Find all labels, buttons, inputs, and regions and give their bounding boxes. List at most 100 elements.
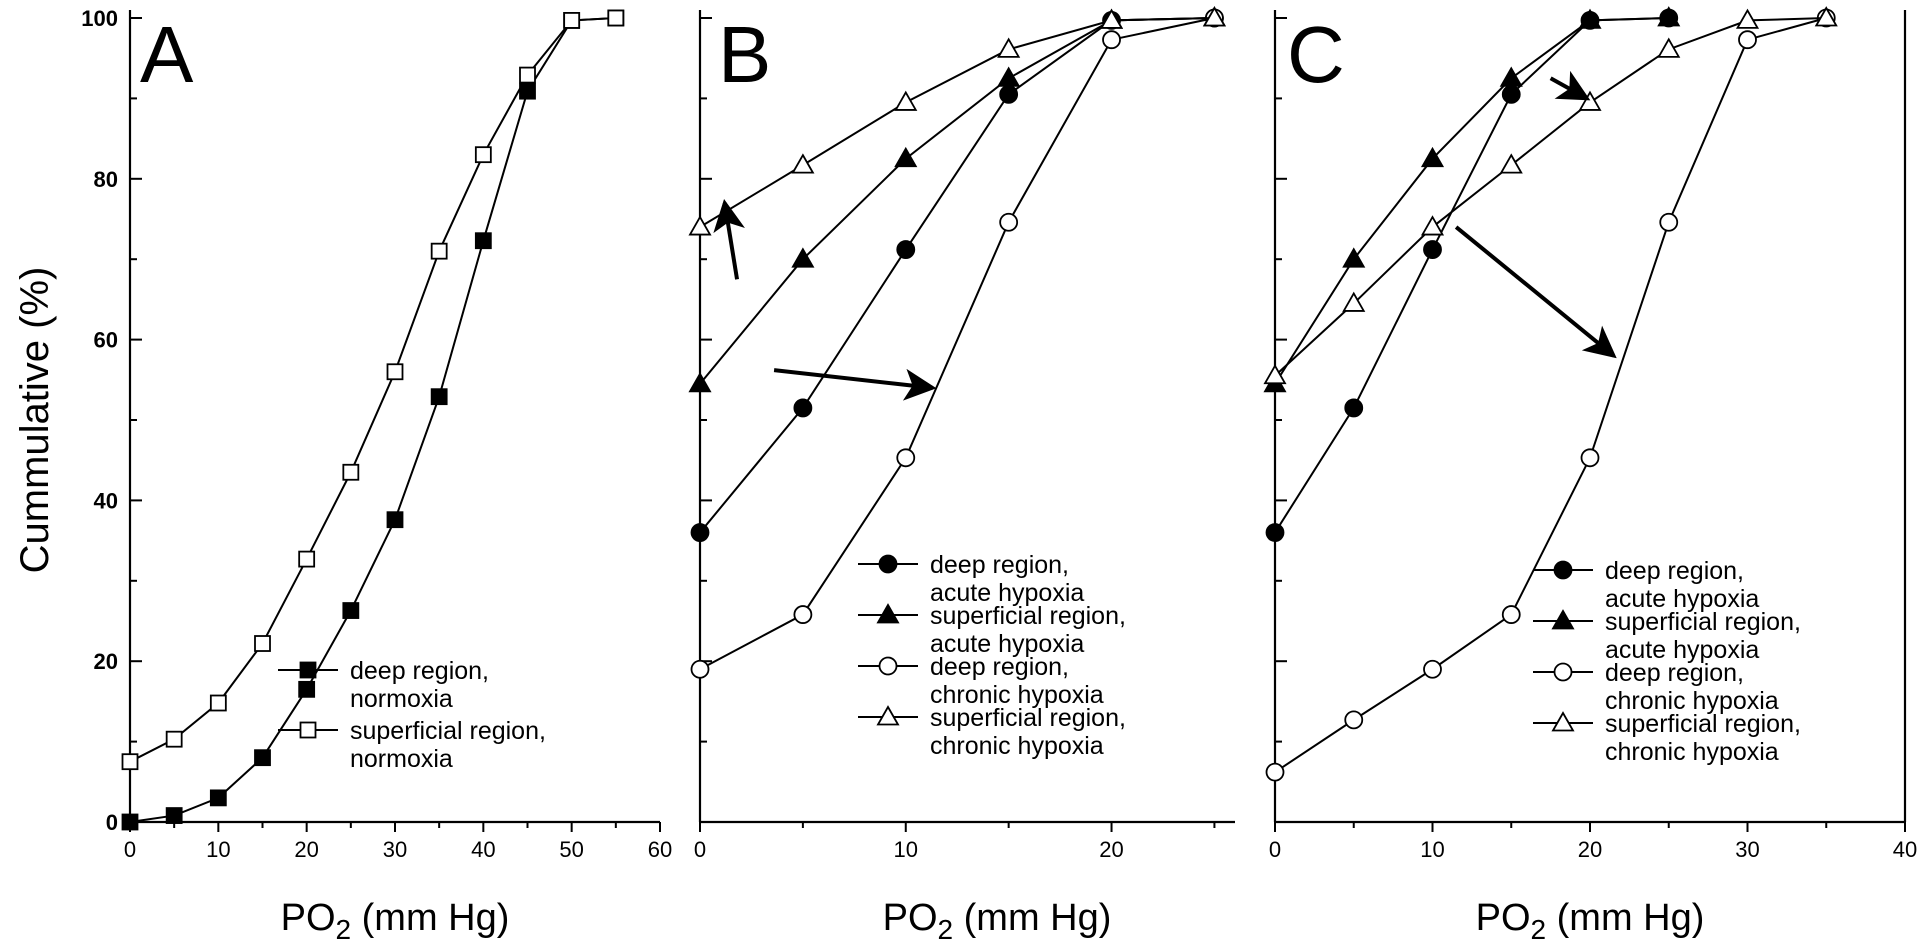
x-tick-label: 0 [1269, 837, 1281, 862]
data-point [254, 635, 271, 652]
data-point [474, 146, 492, 164]
legend-entry: deep region,acute hypoxia [858, 551, 1084, 607]
data-point [1738, 30, 1757, 50]
x-tick-label: 10 [1420, 837, 1444, 862]
data-point [1578, 90, 1602, 111]
legend-marker [1553, 560, 1573, 580]
legend-label: deep region, [350, 657, 489, 685]
panel-letter: B [718, 10, 771, 99]
data-point [121, 753, 139, 771]
x-axis-label: PO2 (mm Hg) [883, 897, 1112, 945]
data-point [519, 66, 536, 84]
x-tick-label: 60 [648, 837, 672, 862]
data-point [342, 602, 360, 619]
series-line [1274, 17, 1669, 385]
data-point [997, 66, 1021, 87]
legend-label: chronic hypoxia [930, 681, 1104, 709]
y-axis-label: Cummulative (%) [13, 267, 57, 574]
data-point [1420, 146, 1445, 168]
data-point [791, 247, 815, 268]
legend-label: superficial region, [1605, 608, 1801, 636]
data-point [1420, 215, 1445, 236]
data-point [165, 730, 183, 748]
legend-label: normoxia [350, 685, 453, 713]
data-point [386, 511, 404, 529]
data-point [999, 84, 1019, 104]
legend-marker [876, 603, 900, 624]
legend-label: acute hypoxia [1605, 636, 1759, 664]
data-point [298, 550, 316, 568]
data-point [1423, 659, 1442, 679]
data-point [1657, 37, 1681, 58]
legend-marker [1553, 662, 1573, 682]
legend-entry: superficial region,chronic hypoxia [858, 704, 1126, 760]
y-tick-label: 40 [94, 488, 118, 513]
x-tick-label: 30 [1735, 837, 1759, 862]
series-deep-region-chronic-hypoxia [1265, 8, 1836, 782]
shift-arrow [713, 198, 745, 280]
data-point [999, 212, 1019, 232]
series-line [699, 17, 1215, 534]
series-superficial-region-chronic-hypoxia [1263, 6, 1838, 385]
data-point [1499, 66, 1523, 87]
data-point [896, 448, 916, 468]
legend-label: chronic hypoxia [1605, 738, 1779, 766]
legend-marker [299, 661, 317, 679]
data-point [1265, 523, 1285, 542]
legend-label: superficial region, [930, 602, 1126, 630]
series-line [699, 17, 1215, 671]
data-point [121, 813, 139, 831]
data-point [298, 680, 316, 698]
data-point [254, 749, 271, 767]
x-tick-label: 40 [1893, 837, 1917, 862]
legend-label: superficial region, [350, 717, 546, 745]
data-point [1657, 6, 1681, 27]
data-point [690, 659, 710, 679]
panel-letter: C [1287, 10, 1345, 99]
data-point [1814, 6, 1838, 27]
data-point [1099, 8, 1124, 29]
data-point [896, 240, 916, 259]
data-point [519, 82, 536, 100]
data-point [1501, 605, 1521, 624]
data-point [1344, 398, 1364, 418]
series-superficial-region-normoxia [121, 9, 625, 771]
data-point [1499, 153, 1523, 174]
legend-entry: deep region,normoxia [278, 657, 489, 713]
legend-entry: deep region,acute hypoxia [1533, 557, 1759, 613]
data-point [1102, 30, 1121, 50]
legend-label: chronic hypoxia [1605, 687, 1779, 715]
y-tick-label: 60 [94, 328, 118, 353]
x-tick-label: 50 [559, 837, 583, 862]
data-point [791, 153, 815, 174]
legend-label: chronic hypoxia [930, 732, 1104, 760]
legend-entry: deep region,chronic hypoxia [1533, 659, 1779, 715]
data-point [688, 215, 712, 236]
panel-a: 0 20 40 60 80 100 0 10 20 30 40 50 60 PO2 (mm Hg) Adee… [81, 6, 672, 945]
shift-arrow [773, 368, 937, 401]
data-point [209, 694, 227, 712]
data-point [563, 12, 581, 29]
data-point [688, 372, 712, 393]
data-point [894, 90, 918, 111]
legend-marker [878, 554, 898, 574]
series-line [1274, 17, 1827, 773]
data-point [1501, 84, 1521, 104]
data-point [386, 363, 404, 381]
legend-label: acute hypoxia [930, 579, 1084, 607]
legend-label: normoxia [350, 745, 453, 773]
data-point [1342, 247, 1366, 268]
data-point [1578, 8, 1602, 29]
x-tick-label: 20 [294, 837, 318, 862]
series-superficial-region-chronic-hypoxia [688, 6, 1226, 236]
data-point [1659, 212, 1679, 232]
data-point [165, 807, 183, 824]
legend-label: superficial region, [1605, 710, 1801, 738]
data-point [1735, 8, 1760, 29]
legend-marker [1551, 609, 1575, 630]
data-point [1265, 762, 1285, 782]
legend-label: deep region, [1605, 557, 1744, 585]
y-tick-label: 0 [106, 810, 118, 835]
